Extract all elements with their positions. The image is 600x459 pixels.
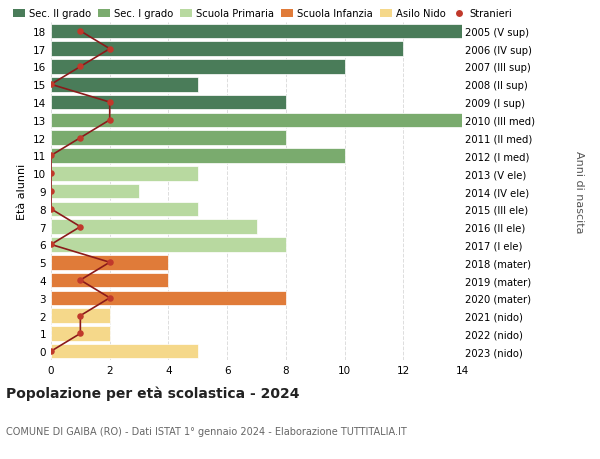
Bar [51,149,344,163]
Point [76,134,85,142]
Point [76,28,85,35]
Bar [51,42,403,57]
Bar [51,185,139,199]
Text: Popolazione per età scolastica - 2024: Popolazione per età scolastica - 2024 [6,386,299,400]
Bar [51,24,462,39]
Bar [51,273,169,288]
Bar [51,220,257,235]
Bar [51,344,198,359]
Point [46,152,56,160]
Point [76,224,85,231]
Point [46,348,56,355]
Bar [51,291,286,305]
Point [46,81,56,89]
Point [76,277,85,284]
Y-axis label: Età alunni: Età alunni [17,163,28,220]
Bar [51,95,286,110]
Point [105,46,115,53]
Bar [51,326,110,341]
Bar [51,202,198,217]
Bar [51,308,110,323]
Point [105,117,115,124]
Point [46,170,56,178]
Point [76,64,85,71]
Point [105,259,115,266]
Bar [51,113,462,128]
Point [105,99,115,106]
Point [46,241,56,249]
Bar [51,131,286,146]
Point [76,330,85,337]
Bar [51,238,286,252]
Bar [51,255,169,270]
Y-axis label: Anni di nascita: Anni di nascita [574,151,584,233]
Point [105,295,115,302]
Bar [51,167,198,181]
Text: COMUNE DI GAIBA (RO) - Dati ISTAT 1° gennaio 2024 - Elaborazione TUTTITALIA.IT: COMUNE DI GAIBA (RO) - Dati ISTAT 1° gen… [6,426,407,436]
Bar [51,60,344,75]
Legend: Sec. II grado, Sec. I grado, Scuola Primaria, Scuola Infanzia, Asilo Nido, Stran: Sec. II grado, Sec. I grado, Scuola Prim… [11,7,514,21]
Bar [51,78,198,92]
Point [46,188,56,195]
Point [76,312,85,319]
Point [46,206,56,213]
